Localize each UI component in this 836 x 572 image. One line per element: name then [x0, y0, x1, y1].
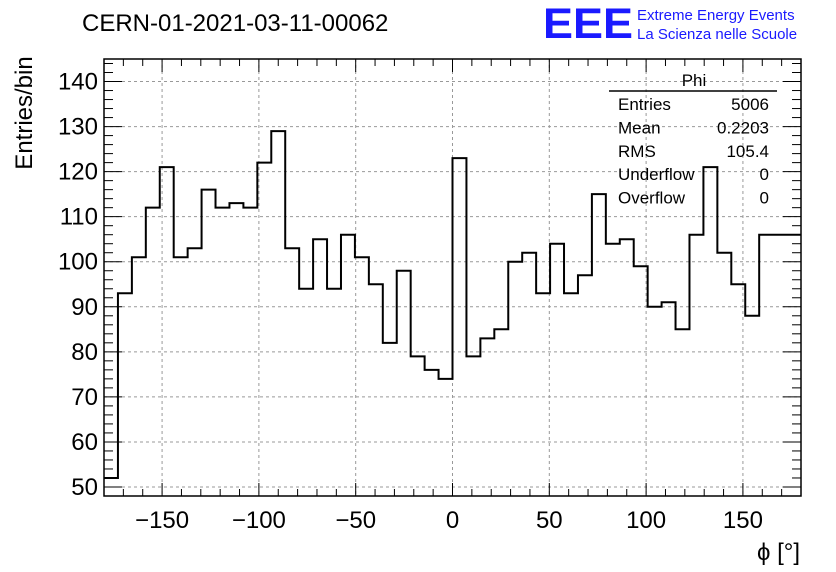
stats-label: Entries: [618, 95, 671, 114]
y-tick-label: 60: [71, 429, 98, 456]
logo-line-1: Extreme Energy Events: [637, 7, 795, 24]
histogram-bin: [369, 284, 383, 496]
logo-mark: EEE: [543, 0, 633, 44]
histogram-bin: [439, 379, 453, 496]
y-tick-label: 50: [71, 474, 98, 501]
x-tick-label: 0: [446, 507, 459, 534]
histogram-bin: [648, 307, 662, 496]
histogram-bin: [717, 253, 731, 496]
x-tick-label: −50: [335, 507, 376, 534]
histogram-bin: [466, 356, 480, 496]
histogram-bin: [620, 239, 634, 496]
histogram-bin: [550, 244, 564, 496]
histogram-bin: [592, 194, 606, 496]
x-axis-label: ϕ [°]: [757, 539, 800, 566]
histogram-bin: [118, 293, 132, 496]
histogram-bin: [383, 343, 397, 496]
logo-caption: Extreme Energy Events La Scienza nelle S…: [637, 6, 797, 44]
histogram-bin: [285, 248, 299, 496]
histogram-bin: [229, 203, 243, 496]
histogram-bin: [341, 235, 355, 496]
stats-value: 0.2203: [717, 118, 769, 137]
histogram-bin: [578, 275, 592, 496]
histogram-bin: [271, 131, 285, 496]
histogram-bin: [355, 257, 369, 496]
histogram-bin: [634, 266, 648, 496]
stats-label: Overflow: [618, 189, 686, 208]
stats-value: 5006: [731, 95, 769, 114]
x-tick-label: 100: [626, 507, 666, 534]
histogram-bin: [174, 257, 188, 496]
histogram-bin: [299, 289, 313, 496]
histogram-bin: [745, 316, 759, 496]
stats-value: 0: [760, 189, 769, 208]
histogram-bin: [160, 167, 174, 496]
y-tick-label: 70: [71, 384, 98, 411]
histogram-bin: [508, 262, 522, 496]
y-tick-label: 90: [71, 294, 98, 321]
stats-value: 105.4: [726, 142, 769, 161]
histogram-bin: [689, 235, 703, 496]
y-tick-label: 80: [71, 339, 98, 366]
histogram-bin: [759, 235, 773, 496]
histogram-bin: [188, 248, 202, 496]
y-tick-label: 100: [58, 249, 98, 276]
histogram-bin: [132, 257, 146, 496]
histogram-outline: [104, 130, 801, 479]
y-tick-label: 130: [58, 114, 98, 141]
histogram-bin: [787, 235, 801, 496]
histogram-bin: [731, 284, 745, 496]
plot-title: CERN-01-2021-03-11-00062: [82, 10, 389, 37]
histogram-bin: [202, 190, 216, 496]
histogram-bin: [327, 289, 341, 496]
histogram-bin: [480, 338, 494, 496]
histogram-bin: [313, 239, 327, 496]
histogram-bin: [257, 163, 271, 496]
x-tick-label: 50: [536, 507, 563, 534]
histogram-bin: [411, 356, 425, 496]
histogram-series: [104, 130, 801, 496]
axis-ticks: [103, 59, 802, 497]
stats-value: 0: [760, 165, 769, 184]
x-tick-labels: −150 −100 −50 0 50 100 150: [135, 507, 763, 534]
stats-label: RMS: [618, 142, 656, 161]
y-tick-label: 120: [58, 159, 98, 186]
histogram-bin: [397, 271, 411, 496]
histogram-bin: [494, 329, 508, 496]
stats-label: Mean: [618, 118, 661, 137]
stats-title: Phi: [682, 71, 707, 90]
stats-box: Phi Entries 5006 Mean 0.2203 RMS 105.4 Underfl…: [609, 71, 777, 208]
stats-label: Underflow: [618, 165, 695, 184]
logo-line-2: La Scienza nelle Scuole: [637, 26, 798, 43]
y-tick-label: 110: [60, 204, 98, 231]
x-tick-label: 150: [723, 507, 763, 534]
stats-rows: Entries 5006 Mean 0.2203 RMS 105.4 Underflow 0 O…: [618, 95, 769, 208]
histogram-bin: [703, 167, 717, 496]
eee-logo: EEE: [543, 0, 633, 44]
x-tick-label: −150: [135, 507, 189, 534]
histogram-bin: [146, 208, 160, 496]
x-tick-label: −100: [232, 507, 286, 534]
histogram-bin: [243, 208, 257, 496]
histogram-bin: [453, 158, 467, 496]
histogram-bin: [216, 208, 230, 496]
histogram-bin: [425, 370, 439, 496]
histogram-bin: [564, 293, 578, 496]
y-tick-label: 140: [58, 69, 98, 96]
histogram-bin: [522, 253, 536, 496]
histogram-bin: [773, 235, 787, 496]
histogram-bin: [606, 244, 620, 496]
y-tick-labels: 50 60 70 80 90 100 110 120 130 140: [58, 69, 98, 501]
y-axis-label: Entries/bin: [11, 56, 38, 169]
histogram-bin: [676, 329, 690, 496]
histogram-bin: [662, 302, 676, 496]
histogram-bin: [536, 293, 550, 496]
